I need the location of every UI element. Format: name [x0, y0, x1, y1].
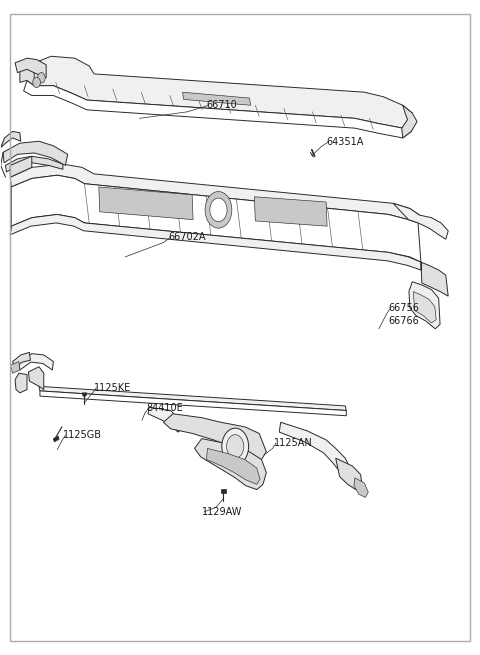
- Polygon shape: [20, 66, 34, 86]
- Polygon shape: [163, 414, 266, 460]
- Text: 66710: 66710: [206, 100, 237, 110]
- Polygon shape: [10, 164, 420, 223]
- Text: 66702A: 66702A: [168, 233, 206, 242]
- Polygon shape: [99, 187, 193, 219]
- Polygon shape: [221, 489, 226, 493]
- Polygon shape: [409, 282, 440, 329]
- Polygon shape: [15, 373, 27, 393]
- Polygon shape: [10, 157, 32, 177]
- Circle shape: [205, 191, 232, 228]
- Polygon shape: [19, 354, 53, 370]
- Text: 66756: 66756: [388, 303, 419, 313]
- Polygon shape: [24, 81, 411, 138]
- Polygon shape: [28, 367, 44, 390]
- Polygon shape: [148, 407, 182, 432]
- Polygon shape: [11, 175, 421, 262]
- Polygon shape: [10, 362, 20, 373]
- Text: 66766: 66766: [388, 316, 419, 326]
- Polygon shape: [0, 132, 21, 148]
- Polygon shape: [413, 291, 436, 323]
- Text: 1125KE: 1125KE: [94, 383, 131, 392]
- Polygon shape: [40, 391, 346, 416]
- Text: 1125GB: 1125GB: [63, 430, 102, 440]
- Polygon shape: [82, 393, 87, 396]
- Polygon shape: [27, 56, 412, 128]
- Circle shape: [37, 73, 45, 83]
- Polygon shape: [5, 157, 63, 172]
- Polygon shape: [3, 141, 68, 166]
- Circle shape: [210, 198, 227, 221]
- Polygon shape: [53, 436, 59, 442]
- Polygon shape: [421, 262, 448, 296]
- Polygon shape: [279, 422, 350, 477]
- Text: 84410E: 84410E: [147, 403, 183, 413]
- Circle shape: [227, 435, 244, 458]
- Polygon shape: [10, 214, 421, 270]
- Text: 1129AW: 1129AW: [202, 507, 242, 517]
- Polygon shape: [194, 439, 266, 489]
- Polygon shape: [254, 196, 327, 226]
- Polygon shape: [12, 352, 30, 368]
- Text: 1125AN: 1125AN: [274, 438, 312, 448]
- Polygon shape: [402, 105, 417, 138]
- Polygon shape: [336, 458, 362, 489]
- Polygon shape: [393, 203, 448, 239]
- Polygon shape: [182, 92, 251, 105]
- Text: 64351A: 64351A: [326, 137, 363, 147]
- Polygon shape: [15, 58, 46, 78]
- Circle shape: [33, 77, 40, 88]
- Circle shape: [222, 428, 249, 465]
- Polygon shape: [354, 478, 368, 497]
- Polygon shape: [39, 386, 346, 411]
- Polygon shape: [206, 449, 260, 484]
